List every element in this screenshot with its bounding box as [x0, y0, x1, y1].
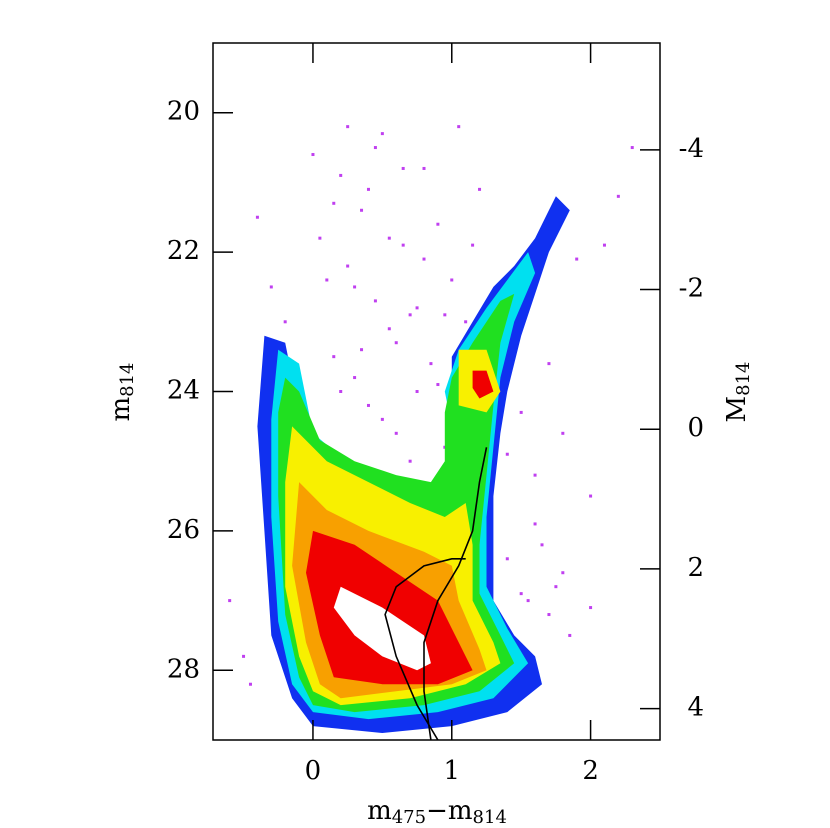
star-point: [248, 682, 252, 686]
star-point: [366, 403, 370, 407]
star-point: [353, 285, 357, 289]
y-tick-label: 20: [167, 97, 200, 127]
y-tick-label: 28: [167, 654, 200, 684]
star-point: [311, 153, 315, 157]
star-point: [408, 313, 412, 317]
y2-tick-label: 2: [687, 553, 704, 583]
star-point: [436, 383, 440, 387]
star-point: [360, 208, 364, 212]
star-point: [464, 320, 468, 324]
star-point: [408, 459, 412, 463]
star-point: [630, 146, 634, 150]
y-tick-label: 26: [167, 515, 200, 545]
x-tick-label: 1: [443, 756, 460, 786]
star-point: [589, 494, 593, 498]
star-point: [360, 348, 364, 352]
density-contour: [306, 530, 473, 685]
star-point: [471, 243, 475, 247]
star-point: [373, 299, 377, 303]
y-label-part: 814: [117, 362, 138, 396]
star-point: [269, 285, 273, 289]
star-point: [533, 522, 537, 526]
star-point: [422, 257, 426, 261]
star-point: [519, 592, 523, 596]
y2-label-part: M: [722, 396, 752, 423]
density-contour: [472, 370, 494, 399]
star-point: [554, 585, 558, 589]
star-point: [366, 187, 370, 191]
x-label-part: m: [367, 796, 392, 826]
star-point: [547, 613, 551, 617]
y-label-part: m: [106, 397, 136, 422]
star-point: [568, 633, 572, 637]
y2-tick-label: -2: [679, 274, 704, 304]
star-point: [443, 313, 447, 317]
y-axis-label: m814: [106, 362, 138, 421]
star-point: [255, 215, 259, 219]
y2-axis-label: M814: [722, 362, 754, 423]
star-point: [616, 194, 620, 198]
star-point: [533, 473, 537, 477]
x-label-part: 475: [392, 807, 426, 828]
star-point: [561, 431, 565, 435]
x-tick-label: 0: [305, 756, 322, 786]
star-point: [394, 431, 398, 435]
star-point: [332, 201, 336, 205]
star-point: [373, 146, 377, 150]
star-point: [478, 187, 482, 191]
y2-tick-label: 4: [687, 693, 704, 723]
star-point: [401, 166, 405, 170]
star-point: [547, 362, 551, 366]
density-contour: [333, 586, 431, 671]
star-point: [387, 327, 391, 331]
star-point: [422, 166, 426, 170]
y2-tick-label: 0: [687, 413, 704, 443]
x-axis-label: m475−m814: [367, 796, 507, 828]
star-point: [457, 125, 461, 129]
y2-tick-label: -4: [679, 134, 704, 164]
star-point: [575, 257, 579, 261]
star-point: [526, 599, 530, 603]
star-point: [380, 417, 384, 421]
star-point: [540, 543, 544, 547]
star-point: [429, 362, 433, 366]
x-label-part: −m: [426, 796, 472, 826]
star-point: [346, 264, 350, 268]
star-point: [401, 243, 405, 247]
x-tick-label: 2: [582, 756, 599, 786]
star-point: [353, 376, 357, 380]
star-point: [450, 278, 454, 282]
star-point: [394, 341, 398, 345]
isochrone: [423, 447, 488, 741]
star-point: [318, 236, 322, 240]
star-point: [339, 390, 343, 393]
star-point: [561, 571, 565, 575]
star-point: [519, 410, 523, 414]
star-point: [505, 557, 509, 561]
star-point: [380, 132, 384, 136]
star-point: [602, 243, 606, 247]
star-point: [415, 306, 419, 310]
star-point: [415, 390, 419, 393]
star-point: [325, 278, 329, 282]
star-point: [339, 173, 343, 177]
star-point: [436, 222, 440, 226]
isochrone: [384, 557, 466, 741]
star-point: [589, 606, 593, 610]
x-label-part: 814: [473, 807, 507, 828]
y2-label-part: 814: [733, 362, 754, 396]
star-point: [387, 236, 391, 240]
y-tick-label: 24: [167, 376, 200, 406]
star-point: [228, 599, 232, 603]
star-point: [346, 125, 350, 129]
star-point: [505, 452, 509, 456]
star-point: [332, 355, 336, 359]
y-tick-label: 22: [167, 236, 200, 266]
star-point: [242, 654, 246, 658]
star-point: [283, 320, 287, 324]
